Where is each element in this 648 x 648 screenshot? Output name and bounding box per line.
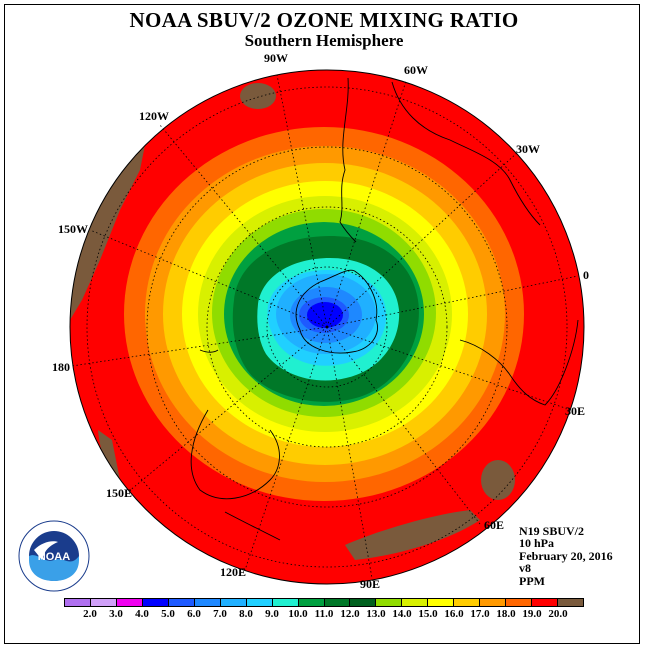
color-scale-segment	[168, 599, 195, 606]
coastline-south-america	[339, 77, 357, 243]
meridian-0	[326, 275, 579, 328]
color-scale-segment	[532, 599, 559, 606]
pressure-label: 10 hPa	[519, 536, 555, 551]
color-scale-segment	[402, 599, 429, 606]
meridian-60e	[326, 326, 481, 525]
meridian-150e	[127, 326, 328, 493]
lon-label-90e: 90E	[360, 577, 381, 591]
noaa-logo-text: NOAA	[38, 551, 70, 563]
noaa-logo: NOAA	[18, 520, 90, 592]
color-scale-tick-label: 17.0	[470, 608, 490, 620]
color-scale-tick-label: 10.0	[288, 608, 308, 620]
map-boundary	[69, 69, 585, 585]
meridian-90w	[276, 74, 328, 328]
units-label: PPM	[519, 573, 545, 588]
color-scale-segment	[142, 599, 169, 606]
latitude-circle	[146, 146, 508, 508]
lon-label-30e: 30E	[565, 404, 586, 418]
color-scale-tick-label: 16.0	[444, 608, 464, 620]
color-scale-tick-label: 15.0	[418, 608, 438, 620]
color-scale-tick-label: 6.0	[187, 608, 201, 620]
info-block: N19 SBUV/2 10 hPa February 20, 2016 v8 P…	[519, 525, 613, 587]
coastline-australia	[190, 409, 280, 500]
lon-label-90w: 90W	[264, 51, 288, 65]
meridian-150w	[89, 229, 328, 328]
color-scale-tick-label: 3.0	[109, 608, 123, 620]
lon-label-0: 0	[583, 268, 589, 282]
lon-label-60e: 60E	[484, 518, 505, 532]
color-scale-ticks: 2.0 3.0 4.0 5.0 6.0 7.0 8.0 9.0 10.0 11.0 12.0 13.0…	[0, 608, 648, 622]
graticule	[71, 74, 579, 579]
meridian-180	[71, 326, 328, 367]
contour-brown	[345, 510, 480, 560]
version-label: v8	[519, 561, 531, 576]
lon-label-150w: 150W	[58, 222, 88, 236]
color-scale-segment	[454, 599, 481, 606]
meridian-90e	[326, 326, 373, 579]
color-scale-tick-label: 20.0	[548, 608, 568, 620]
color-scale-tick-label: 9.0	[265, 608, 279, 620]
color-scale-segment	[480, 599, 507, 606]
contour-brown	[481, 460, 515, 500]
coastlines	[190, 77, 579, 541]
lon-label-120e: 120E	[220, 565, 247, 579]
latitude-circle	[266, 266, 388, 388]
contour-brown	[98, 430, 120, 480]
color-scale-segment	[272, 599, 299, 606]
lon-label-180: 180	[52, 360, 70, 374]
color-scale-segment	[65, 599, 91, 606]
meridian-60w	[326, 80, 407, 328]
color-scale-segment	[558, 599, 584, 606]
image-frame	[4, 4, 640, 644]
color-scale-segment	[246, 599, 273, 606]
color-scale-segment	[194, 599, 221, 606]
coastline-antarctica	[295, 269, 378, 354]
ozone-field	[70, 70, 584, 584]
color-scale-tick-label: 4.0	[135, 608, 149, 620]
coastline-new-zealand	[199, 349, 219, 353]
map-title: NOAA SBUV/2 OZONE MIXING RATIO	[129, 8, 519, 32]
latitude-circle	[206, 206, 448, 448]
lon-label-60w: 60W	[404, 63, 428, 77]
color-scale-tick-label: 12.0	[340, 608, 360, 620]
color-scale-segment	[90, 599, 117, 606]
color-scale-tick-label: 5.0	[161, 608, 175, 620]
lon-label-120w: 120W	[139, 109, 169, 123]
color-scale-tick-label: 7.0	[213, 608, 227, 620]
color-scale-segment	[428, 599, 455, 606]
meridian-120e	[244, 326, 328, 571]
color-scale-tick-label: 2.0	[83, 608, 97, 620]
color-scale-tick-label: 19.0	[522, 608, 542, 620]
color-scale-segment	[506, 599, 533, 606]
coastline-south-america	[391, 81, 541, 226]
color-scale-tick-label: 13.0	[366, 608, 386, 620]
lon-label-30w: 30W	[516, 142, 540, 156]
coastline-asia	[224, 511, 281, 541]
color-scale-segment	[298, 599, 325, 606]
color-scale-segment	[376, 599, 403, 606]
coastline-africa	[459, 319, 579, 406]
color-scale-tick-label: 8.0	[239, 608, 253, 620]
satellite-label: N19 SBUV/2	[519, 524, 585, 538]
color-scale-tick-label: 14.0	[392, 608, 412, 620]
color-scale-bar	[64, 598, 584, 607]
date-label: February 20, 2016	[519, 548, 613, 563]
color-scale-segment	[350, 599, 377, 606]
color-scale-segment	[116, 599, 143, 606]
latitude-circle	[86, 86, 568, 568]
contour-brown	[240, 83, 276, 109]
color-scale-tick-label: 18.0	[496, 608, 516, 620]
map-subtitle: Southern Hemisphere	[244, 31, 404, 50]
color-scale-segment	[220, 599, 247, 606]
color-scale-tick-label: 11.0	[314, 608, 334, 620]
lon-label-150e: 150E	[106, 486, 133, 500]
color-scale-segment	[324, 599, 351, 606]
